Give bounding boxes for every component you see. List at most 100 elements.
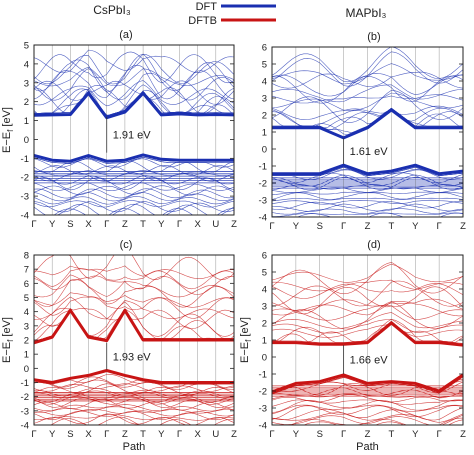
x-tick-label: Z bbox=[231, 429, 237, 440]
y-tick-label: 2 bbox=[262, 319, 267, 330]
x-tick-label: Y bbox=[412, 221, 419, 232]
x-axis-label: Path bbox=[356, 441, 379, 453]
cbm-line-a bbox=[33, 91, 235, 120]
x-tick-label: Y bbox=[412, 429, 419, 440]
y-tick-label: 3 bbox=[24, 78, 29, 89]
x-tick-label: Γ bbox=[31, 219, 36, 230]
y-axis-label: E−Ef [eV] bbox=[1, 107, 15, 153]
cbm-line-c bbox=[33, 308, 234, 345]
x-tick-label: Γ bbox=[341, 221, 346, 232]
y-tick-label: 1 bbox=[24, 350, 29, 361]
y-tick-label: 5 bbox=[262, 268, 267, 279]
x-tick-label: Γ bbox=[104, 429, 109, 440]
panel-label: (a) bbox=[119, 29, 132, 41]
x-tick-label: T bbox=[388, 429, 394, 440]
gap-label: 1.66 eV bbox=[350, 355, 389, 367]
legend-label-dftb: DFTB bbox=[188, 15, 217, 27]
x-tick-label: Z bbox=[365, 429, 371, 440]
y-tick-label: -4 bbox=[21, 211, 29, 222]
cbm-line-d bbox=[272, 321, 464, 347]
x-tick-label: X bbox=[85, 429, 92, 440]
x-tick-label: X bbox=[194, 429, 201, 440]
y-tick-label: 1 bbox=[262, 336, 267, 347]
y-tick-label: 3 bbox=[24, 321, 29, 332]
vbm-line-d bbox=[271, 373, 464, 394]
gap-label: 1.93 eV bbox=[113, 351, 152, 363]
y-tick-label: 6 bbox=[262, 251, 267, 262]
y-tick-label: 2 bbox=[24, 97, 29, 108]
y-tick-label: 1 bbox=[24, 116, 29, 127]
y-tick-label: 0 bbox=[24, 135, 29, 146]
gap-label: 1.61 eV bbox=[350, 146, 389, 158]
x-axis-label: Path bbox=[123, 441, 146, 453]
x-tick-label: X bbox=[194, 219, 201, 230]
x-tick-label: Z bbox=[460, 429, 466, 440]
y-tick-label: -4 bbox=[259, 421, 267, 432]
vbm-line-c bbox=[33, 369, 234, 384]
panel-label: (c) bbox=[120, 239, 133, 251]
x-tick-label: Z bbox=[365, 221, 371, 232]
x-tick-label: T bbox=[388, 221, 394, 232]
x-tick-label: Γ bbox=[177, 219, 182, 230]
y-tick-label: -3 bbox=[21, 192, 29, 203]
x-tick-label: Z bbox=[460, 221, 466, 232]
y-tick-label: 0 bbox=[262, 145, 267, 156]
x-tick-label: Y bbox=[158, 219, 165, 230]
y-tick-label: 4 bbox=[262, 77, 267, 88]
legend: DFT DFTB bbox=[188, 1, 276, 27]
x-tick-label: Z bbox=[122, 429, 128, 440]
y-tick-label: -1 bbox=[21, 378, 29, 389]
y-tick-label: -1 bbox=[259, 162, 267, 173]
panel-label: (b) bbox=[367, 31, 380, 43]
panel-b: 1.61 eV -4 -3 -2 -1 0 1 2 3 4 5 6 Γ Y S Γ Z T Y Γ Z (b) bbox=[259, 31, 467, 232]
x-tick-label: Y bbox=[293, 429, 300, 440]
vbm-line-b bbox=[272, 163, 464, 176]
x-tick-label: Y bbox=[293, 221, 300, 232]
x-tick-label: S bbox=[317, 429, 323, 440]
y-tick-label: 5 bbox=[24, 293, 29, 304]
y-tick-label: -4 bbox=[259, 213, 267, 224]
x-tick-label: T bbox=[140, 219, 146, 230]
plot-frame bbox=[33, 44, 235, 216]
y-tick-label: 3 bbox=[262, 302, 267, 313]
legend-label-dft: DFT bbox=[196, 1, 218, 13]
background-bands bbox=[272, 47, 463, 217]
y-tick-label: 5 bbox=[24, 41, 29, 52]
y-tick-label: 6 bbox=[262, 43, 267, 54]
column-title-mapbi3: MAPbI₃ bbox=[346, 6, 387, 20]
y-tick-label: 7 bbox=[24, 265, 29, 276]
y-tick-label: -2 bbox=[21, 392, 29, 403]
vbm-line-a bbox=[33, 153, 234, 163]
x-tick-label: Γ bbox=[269, 221, 274, 232]
x-tick-label: Z bbox=[231, 219, 237, 230]
y-tick-label: -2 bbox=[259, 387, 267, 398]
y-tick-label: 4 bbox=[262, 285, 267, 296]
panel-d: 1.66 eV -4 -3 -2 -1 0 1 2 3 4 5 6 Γ Y S Γ Z T Y Γ Z (d) E−Ef [… bbox=[239, 239, 466, 453]
y-tick-label: 1 bbox=[262, 128, 267, 139]
y-tick-label: -2 bbox=[21, 173, 29, 184]
y-tick-label: -1 bbox=[259, 370, 267, 381]
gap-label: 1.91 eV bbox=[113, 130, 152, 142]
x-tick-label: U bbox=[212, 429, 219, 440]
y-axis-label: E−Ef [eV] bbox=[1, 317, 15, 363]
column-title-cspbi3: CsPbI₃ bbox=[93, 3, 131, 17]
x-tick-label: Y bbox=[158, 429, 165, 440]
y-axis-label: E−Ef [eV] bbox=[239, 317, 253, 363]
x-tick-label: Γ bbox=[437, 221, 442, 232]
y-tick-label: 3 bbox=[262, 94, 267, 105]
y-tick-label: -3 bbox=[259, 404, 267, 415]
y-tick-label: -1 bbox=[21, 154, 29, 165]
x-tick-label: Y bbox=[49, 429, 56, 440]
x-tick-label: Y bbox=[49, 219, 56, 230]
y-tick-label: -3 bbox=[21, 406, 29, 417]
y-tick-label: 0 bbox=[262, 353, 267, 364]
y-tick-label: -3 bbox=[259, 196, 267, 207]
background-bands bbox=[34, 255, 234, 425]
background-bands bbox=[34, 45, 234, 215]
cbm-line-b bbox=[272, 108, 463, 140]
y-tick-label: 0 bbox=[24, 364, 29, 375]
